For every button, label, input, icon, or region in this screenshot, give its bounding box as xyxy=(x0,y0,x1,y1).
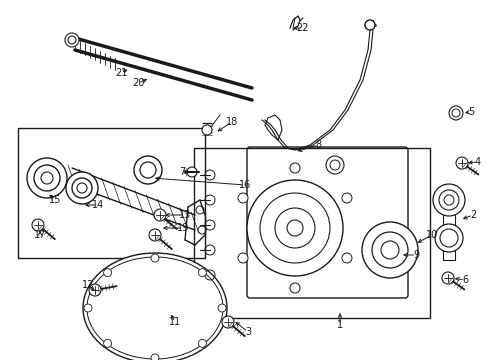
Text: 22: 22 xyxy=(296,23,308,33)
Circle shape xyxy=(238,253,248,263)
Text: 18: 18 xyxy=(226,117,238,127)
Text: 16: 16 xyxy=(239,180,251,190)
Ellipse shape xyxy=(83,253,227,360)
Circle shape xyxy=(456,157,468,169)
Text: 15: 15 xyxy=(49,195,61,205)
Circle shape xyxy=(222,316,234,328)
Circle shape xyxy=(198,339,206,347)
Circle shape xyxy=(154,209,166,221)
Text: 11: 11 xyxy=(169,317,181,327)
Bar xyxy=(18,128,205,258)
Circle shape xyxy=(151,254,159,262)
Circle shape xyxy=(342,193,352,203)
Circle shape xyxy=(103,269,112,276)
Circle shape xyxy=(290,283,300,293)
Circle shape xyxy=(238,193,248,203)
Text: 8: 8 xyxy=(315,140,321,150)
Circle shape xyxy=(326,156,344,174)
Circle shape xyxy=(365,20,375,30)
Circle shape xyxy=(134,156,162,184)
Circle shape xyxy=(198,269,206,276)
Text: 7: 7 xyxy=(179,167,185,177)
Text: 17: 17 xyxy=(34,230,46,240)
Text: 6: 6 xyxy=(462,275,468,285)
Circle shape xyxy=(442,272,454,284)
Circle shape xyxy=(27,158,67,198)
Text: 9: 9 xyxy=(413,250,419,260)
Circle shape xyxy=(151,354,159,360)
Circle shape xyxy=(149,229,161,241)
Text: 1: 1 xyxy=(337,320,343,330)
Circle shape xyxy=(32,219,44,231)
Text: 4: 4 xyxy=(475,157,481,167)
Circle shape xyxy=(435,224,463,252)
Circle shape xyxy=(84,304,92,312)
Text: 13: 13 xyxy=(179,210,191,220)
Circle shape xyxy=(65,33,79,47)
Circle shape xyxy=(66,172,98,204)
Circle shape xyxy=(218,304,226,312)
Text: 20: 20 xyxy=(132,78,144,88)
Text: 5: 5 xyxy=(468,107,474,117)
Circle shape xyxy=(290,163,300,173)
Circle shape xyxy=(433,184,465,216)
Circle shape xyxy=(187,167,197,177)
Circle shape xyxy=(103,339,112,347)
Bar xyxy=(443,185,455,260)
Circle shape xyxy=(202,125,212,135)
Circle shape xyxy=(89,284,101,296)
Text: 21: 21 xyxy=(115,68,127,78)
Text: 3: 3 xyxy=(245,327,251,337)
Text: 10: 10 xyxy=(426,230,438,240)
Circle shape xyxy=(449,106,463,120)
Circle shape xyxy=(247,180,343,276)
Circle shape xyxy=(362,222,418,278)
Text: 19: 19 xyxy=(177,223,189,233)
Bar xyxy=(194,148,430,318)
Text: 14: 14 xyxy=(92,200,104,210)
Circle shape xyxy=(342,253,352,263)
Text: 2: 2 xyxy=(470,210,476,220)
Text: 12: 12 xyxy=(82,280,94,290)
